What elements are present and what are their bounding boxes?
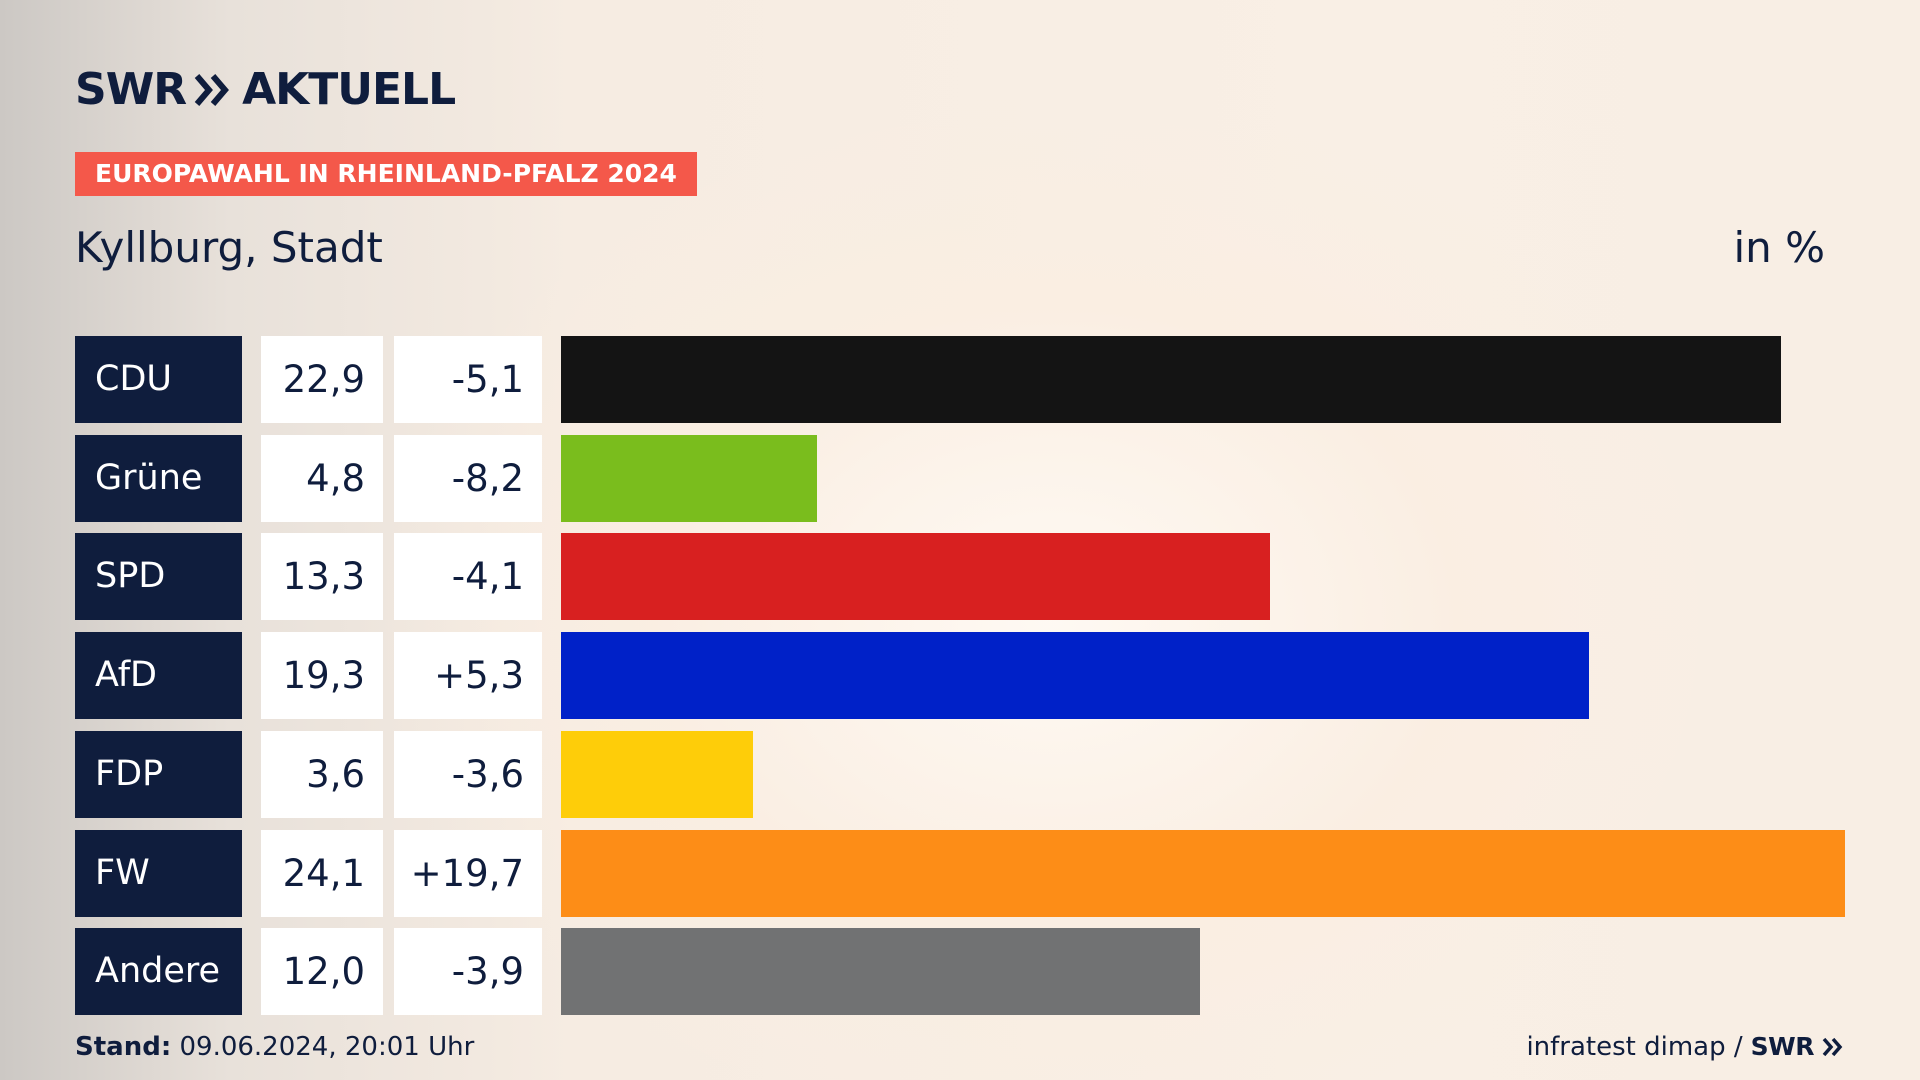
timestamp: Stand: 09.06.2024, 20:01 Uhr: [75, 1030, 474, 1064]
party-label: Grüne: [75, 434, 242, 522]
bar: [561, 632, 1590, 720]
logo-aktuell-text: AKTUELL: [242, 64, 456, 115]
result-row: Grüne 4,8 -8,2: [75, 434, 1845, 522]
change-label: -3,9: [394, 928, 542, 1016]
source-brand: SWR: [1750, 1032, 1815, 1061]
bar: [561, 336, 1782, 423]
source-text: infratest dimap /: [1526, 1032, 1743, 1062]
vote-share-label: 24,1: [261, 829, 383, 917]
logo-swr-text: SWR: [75, 64, 187, 115]
party-label: Andere: [75, 928, 242, 1016]
unit-label: in %: [1733, 223, 1825, 272]
bar: [561, 533, 1270, 621]
vote-share-label: 12,0: [261, 928, 383, 1016]
party-label: SPD: [75, 533, 242, 621]
bar: [561, 928, 1201, 1016]
party-label: FW: [75, 829, 242, 917]
swr-aktuell-logo: SWR AKTUELL: [75, 64, 456, 116]
result-row: AfD 19,3 +5,3: [75, 632, 1845, 720]
change-label: -3,6: [394, 730, 542, 818]
change-label: -4,1: [394, 533, 542, 621]
result-row: Andere 12,0 -3,9: [75, 928, 1845, 1016]
vote-share-label: 19,3: [261, 632, 383, 720]
stand-value: 09.06.2024, 20:01 Uhr: [179, 1032, 475, 1062]
stand-label: Stand:: [75, 1032, 172, 1062]
party-label: AfD: [75, 632, 242, 720]
result-row: SPD 13,3 -4,1: [75, 533, 1845, 621]
change-label: -8,2: [394, 434, 542, 522]
vote-share-label: 13,3: [261, 533, 383, 621]
change-label: +5,3: [394, 632, 542, 720]
result-row: FW 24,1 +19,7: [75, 829, 1845, 917]
bar: [561, 730, 753, 818]
party-label: CDU: [75, 336, 242, 423]
small-double-chevron-icon: [1822, 1037, 1843, 1057]
change-label: -5,1: [394, 336, 542, 423]
region-title: Kyllburg, Stadt: [75, 223, 383, 272]
vote-share-label: 22,9: [261, 336, 383, 423]
election-tag: EUROPAWAHL IN RHEINLAND-PFALZ 2024: [75, 152, 697, 196]
source-credit: infratest dimap / SWR: [1526, 1030, 1844, 1064]
result-row: CDU 22,9 -5,1: [75, 336, 1845, 423]
bar: [561, 434, 817, 522]
double-chevron-icon: [194, 74, 230, 106]
party-label: FDP: [75, 730, 242, 818]
vote-share-label: 4,8: [261, 434, 383, 522]
vote-share-label: 3,6: [261, 730, 383, 818]
bar: [561, 829, 1845, 917]
result-row: FDP 3,6 -3,6: [75, 730, 1845, 818]
change-label: +19,7: [394, 829, 542, 917]
